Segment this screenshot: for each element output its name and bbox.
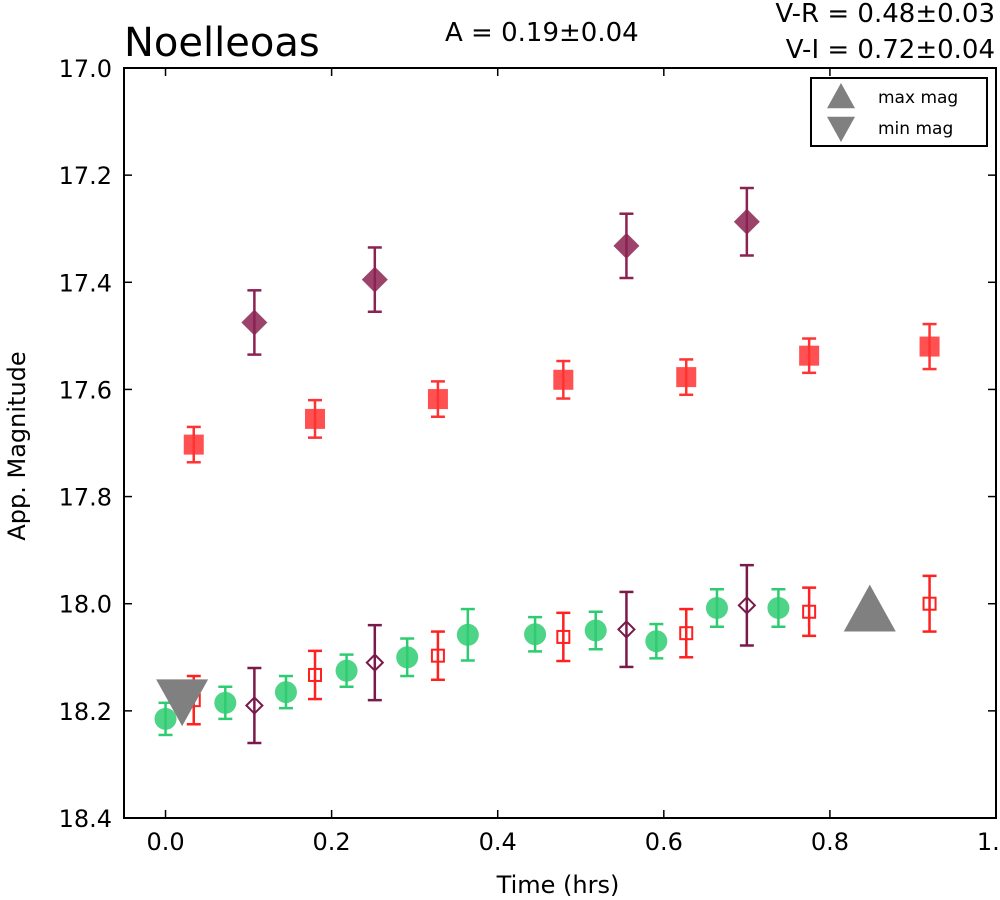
- x-tick-label: 1.0: [977, 828, 1000, 856]
- plot-frame: [123, 67, 997, 819]
- data-point: [553, 369, 574, 390]
- data-point: [737, 595, 757, 615]
- data-point: [430, 648, 445, 663]
- y-tick-label: 18.2: [59, 698, 112, 726]
- vr-color-annotation: V-R = 0.48±0.03: [775, 0, 995, 29]
- data-point: [524, 623, 547, 646]
- data-point: [617, 620, 636, 639]
- x-tick-label: 0.2: [313, 828, 351, 856]
- data-point: [676, 367, 697, 388]
- y-tick-label: 17.0: [59, 55, 112, 83]
- data-point: [799, 345, 820, 366]
- error-bar: [679, 607, 694, 659]
- data-point: [308, 667, 323, 682]
- x-tick-label: 0.4: [479, 828, 517, 856]
- data-point: [613, 232, 640, 259]
- series-2: [244, 563, 757, 745]
- data-point: [802, 604, 817, 619]
- data-point: [705, 597, 728, 619]
- error-bar: [619, 590, 634, 669]
- data-point: [733, 208, 760, 235]
- data-point: [919, 336, 940, 357]
- plot-content: [154, 186, 940, 745]
- data-point: [214, 691, 237, 714]
- data-point: [305, 408, 326, 429]
- amplitude-annotation: A = 0.19±0.04: [445, 18, 639, 48]
- data-point: [556, 629, 571, 644]
- data-point: [396, 646, 419, 669]
- x-tick-label: 0.0: [146, 828, 184, 856]
- vi-color-annotation: V-I = 0.72±0.04: [786, 35, 995, 65]
- data-point: [922, 596, 937, 611]
- series-3: [183, 322, 940, 464]
- x-axis-label: Time (hrs): [496, 871, 620, 899]
- series-1: [186, 574, 937, 726]
- error-bar: [367, 623, 382, 702]
- data-point: [645, 630, 668, 653]
- y-tick-label: 17.8: [59, 484, 112, 512]
- data-point: [456, 623, 479, 646]
- error-bar: [308, 649, 323, 701]
- y-tick-label: 17.6: [59, 376, 112, 404]
- series-4: [241, 186, 760, 356]
- error-bar: [922, 574, 937, 633]
- data-point: [679, 626, 694, 641]
- data-point: [365, 653, 385, 673]
- y-tick-label: 17.2: [59, 162, 112, 190]
- error-bar: [739, 563, 754, 647]
- legend-items: max mag min mag: [827, 83, 958, 142]
- data-point: [183, 434, 204, 455]
- legend-label: min mag: [878, 119, 953, 139]
- data-point: [244, 696, 264, 715]
- error-bar: [247, 666, 262, 745]
- error-bar: [802, 586, 817, 638]
- legend: max mag min mag: [810, 77, 988, 147]
- x-tick-label: 0.6: [645, 828, 683, 856]
- axes: 0.0 0.2 0.4 0.6 0.8 1.0 17.0 17.2 17.4 17.6 17.8 18…: [59, 55, 1000, 856]
- data-point: [361, 266, 388, 293]
- legend-marker: [827, 83, 855, 109]
- data-point: [427, 389, 448, 410]
- y-tick-label: 18.0: [59, 591, 112, 619]
- data-point: [154, 707, 177, 730]
- min-mag-marker: [156, 679, 209, 727]
- x-tick-label: 0.8: [811, 828, 849, 856]
- data-point: [767, 597, 790, 619]
- series-0: [154, 588, 790, 737]
- data-point: [274, 681, 297, 704]
- data-point: [584, 619, 607, 642]
- y-tick-label: 17.4: [59, 269, 112, 297]
- y-axis-label: App. Magnitude: [3, 351, 31, 540]
- max-mag-marker: [843, 584, 896, 632]
- legend-label: max mag: [878, 88, 958, 108]
- data-point: [241, 309, 268, 336]
- error-bar: [556, 611, 571, 663]
- error-bar: [430, 630, 445, 682]
- data-point: [335, 659, 358, 682]
- y-tick-label: 18.4: [59, 805, 112, 833]
- chart-title: Noelleoas: [124, 20, 320, 66]
- legend-marker: [827, 116, 855, 142]
